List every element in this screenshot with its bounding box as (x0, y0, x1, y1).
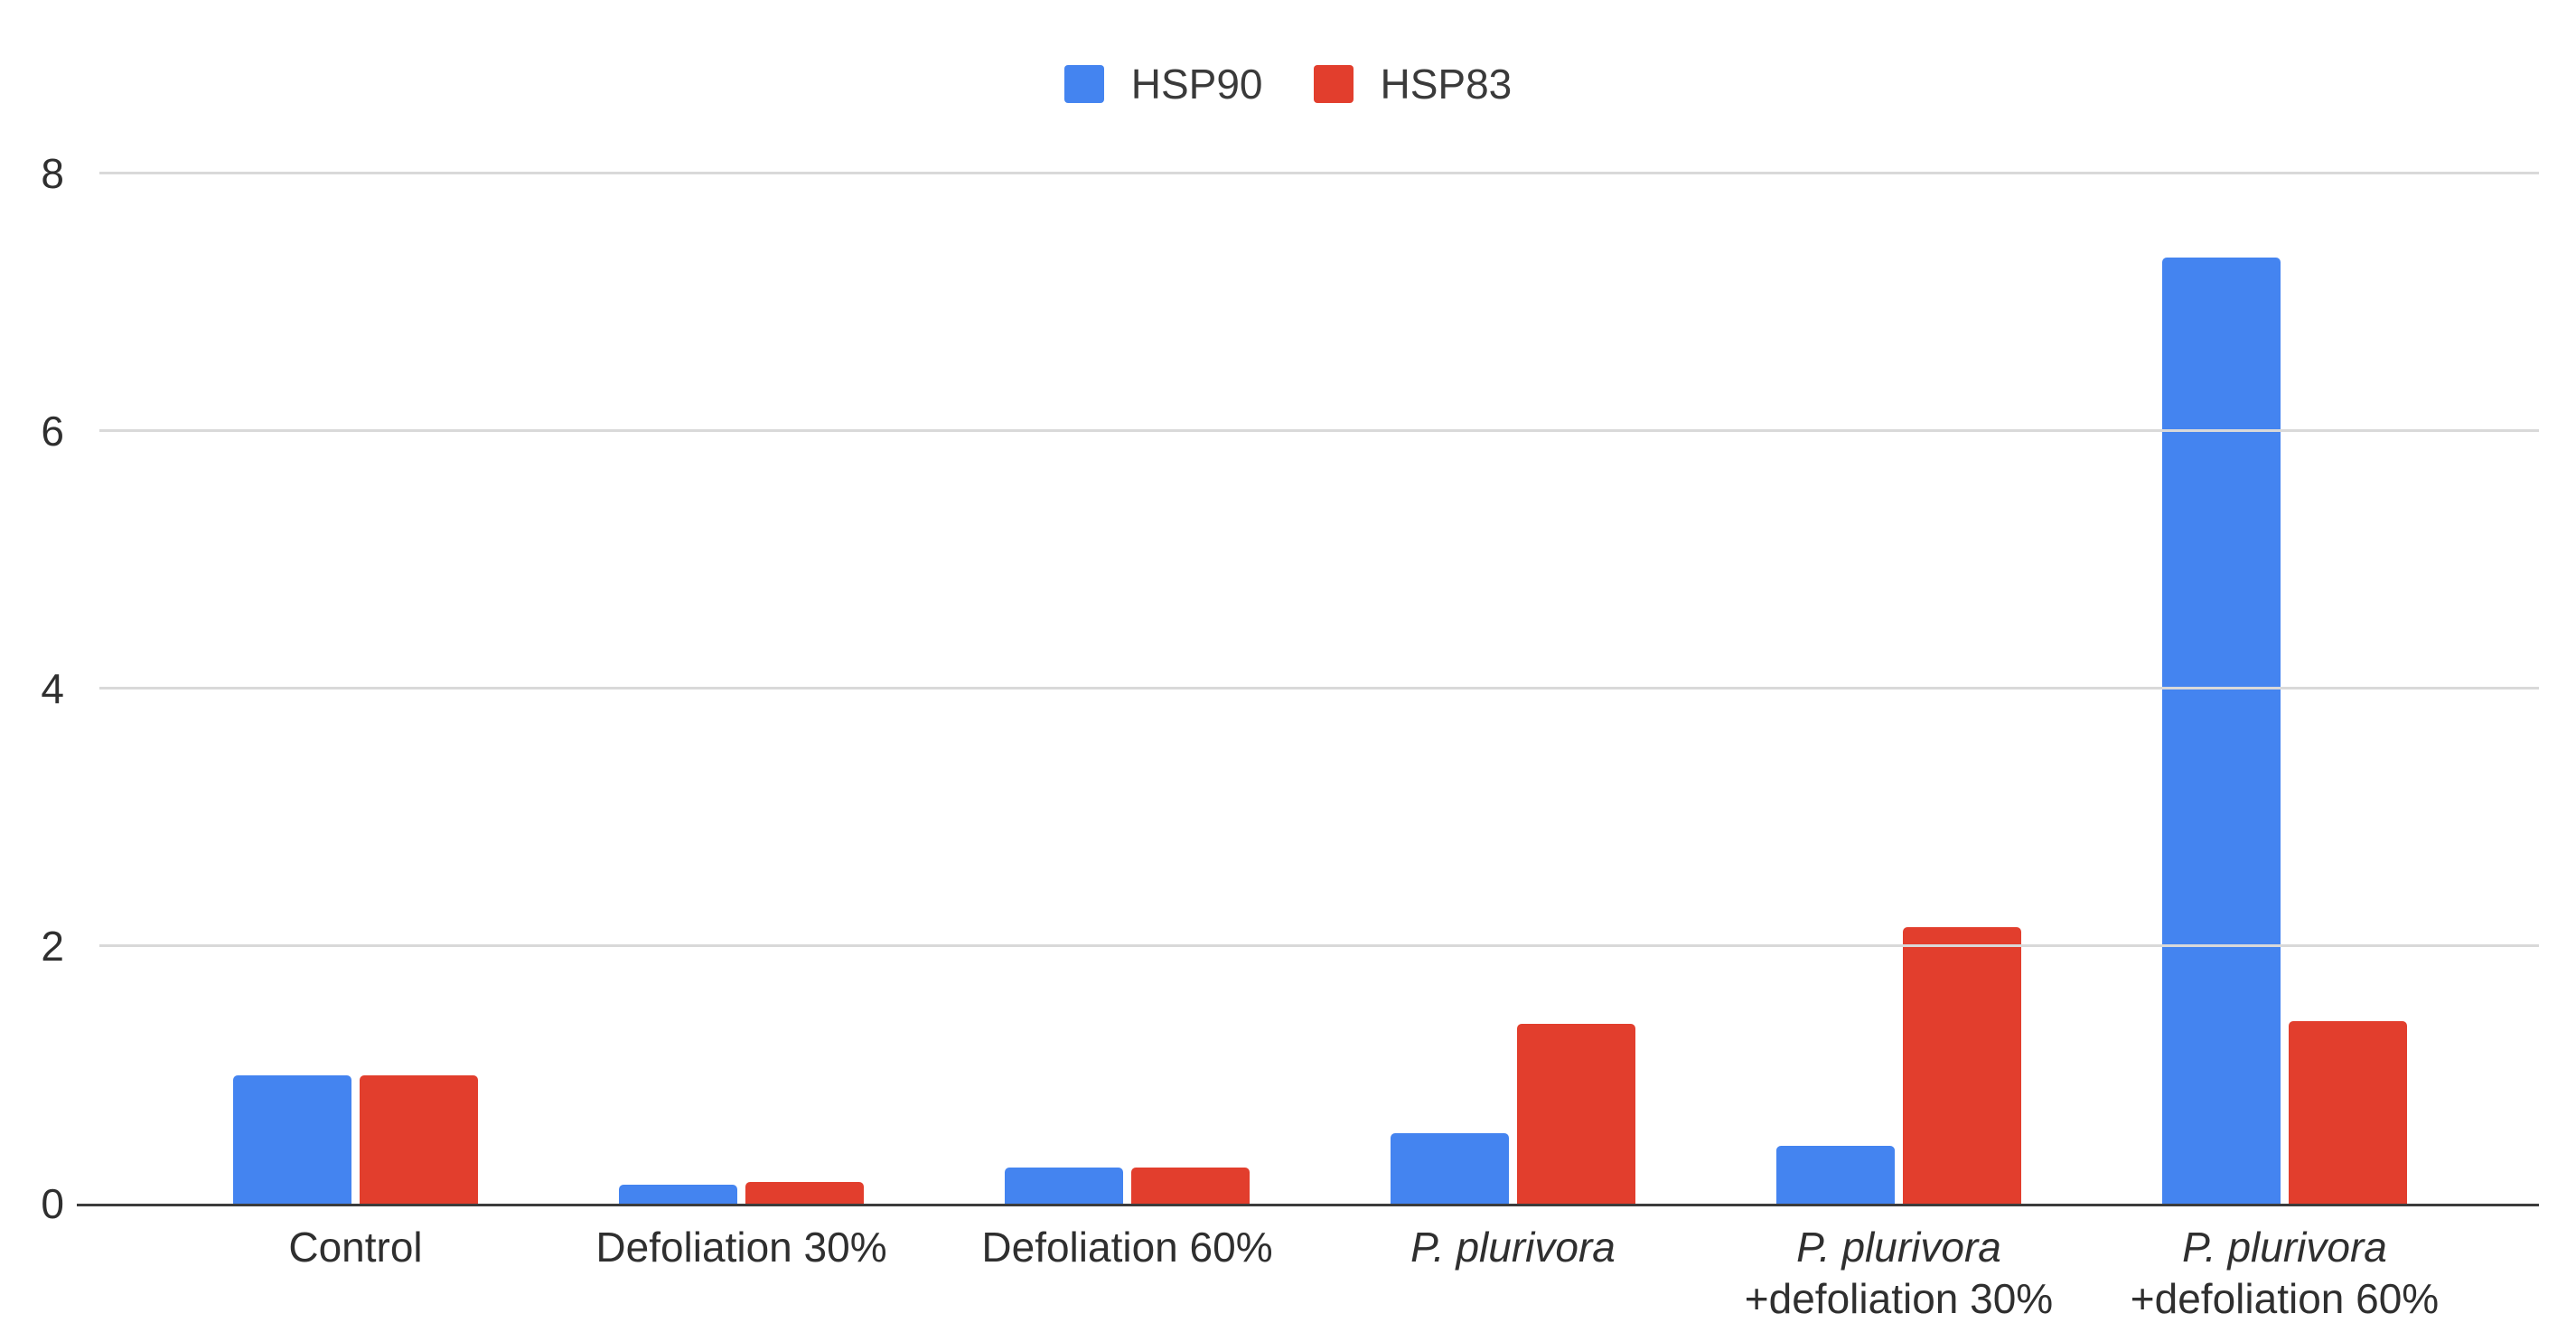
legend-label-hsp90: HSP90 (1130, 61, 1263, 108)
x-label-p-plurivora-defoliation-30: P. plurivora +defoliation 30% (1744, 1224, 2054, 1322)
bar-hsp90-control (233, 1074, 351, 1204)
y-tick-6: 6 (41, 408, 64, 455)
bar-hsp83-defoliation-60 (1131, 1168, 1250, 1204)
gridline-4 (99, 687, 2539, 689)
x-label-p-plurivora-defoliation-60: P. plurivora +defoliation 60% (2130, 1224, 2440, 1322)
x-label-defoliation-30: Defoliation 30% (595, 1224, 887, 1271)
chart-legend: HSP90 HSP83 (0, 63, 2576, 105)
bar-hsp83-p-plurivora-defoliation-30 (1903, 926, 2021, 1204)
columns (163, 174, 2478, 1204)
x-label-defoliation-60: Defoliation 60% (981, 1224, 1273, 1271)
gridline-6 (99, 429, 2539, 432)
x-label-p-plurivora: P. plurivora (1410, 1224, 1616, 1271)
y-tick-8: 8 (41, 150, 64, 197)
gridline-2 (99, 944, 2539, 947)
y-tick-4: 4 (41, 665, 64, 712)
bar-group-control (163, 174, 548, 1204)
bar-hsp83-p-plurivora (1517, 1023, 1635, 1204)
legend-swatch-hsp90-icon (1063, 65, 1104, 103)
bar-group-p-plurivora (1320, 174, 1706, 1204)
bar-hsp83-p-plurivora-defoliation-60 (2289, 1020, 2407, 1204)
bar-group-p-plurivora-defoliation-30 (1706, 174, 2092, 1204)
bar-group-defoliation-30 (548, 174, 934, 1204)
bar-hsp90-defoliation-60 (1005, 1168, 1123, 1204)
bar-hsp90-defoliation-30 (619, 1184, 737, 1204)
x-label-control: Control (288, 1224, 423, 1271)
bar-hsp83-control (360, 1074, 478, 1204)
y-tick-2: 2 (41, 923, 64, 970)
gridline-8 (99, 172, 2539, 174)
y-tick-0: 0 (41, 1180, 64, 1227)
bar-hsp90-p-plurivora-defoliation-60 (2162, 257, 2281, 1204)
legend-item-hsp83: HSP83 (1313, 61, 1513, 108)
plot-area (77, 172, 2539, 1206)
x-axis-labels: Control Defoliation 30% Defoliation 60% P. … (163, 1222, 2478, 1325)
bar-hsp90-p-plurivora (1391, 1132, 1509, 1204)
legend-item-hsp90: HSP90 (1063, 61, 1263, 108)
bar-hsp90-p-plurivora-defoliation-30 (1776, 1145, 1895, 1204)
legend-label-hsp83: HSP83 (1380, 61, 1513, 108)
bar-group-defoliation-60 (934, 174, 1320, 1204)
y-axis: 0 2 4 6 8 (0, 153, 77, 1224)
legend-swatch-hsp83-icon (1313, 65, 1354, 103)
bar-hsp83-defoliation-30 (745, 1181, 864, 1204)
bar-group-p-plurivora-defoliation-60 (2092, 174, 2478, 1204)
